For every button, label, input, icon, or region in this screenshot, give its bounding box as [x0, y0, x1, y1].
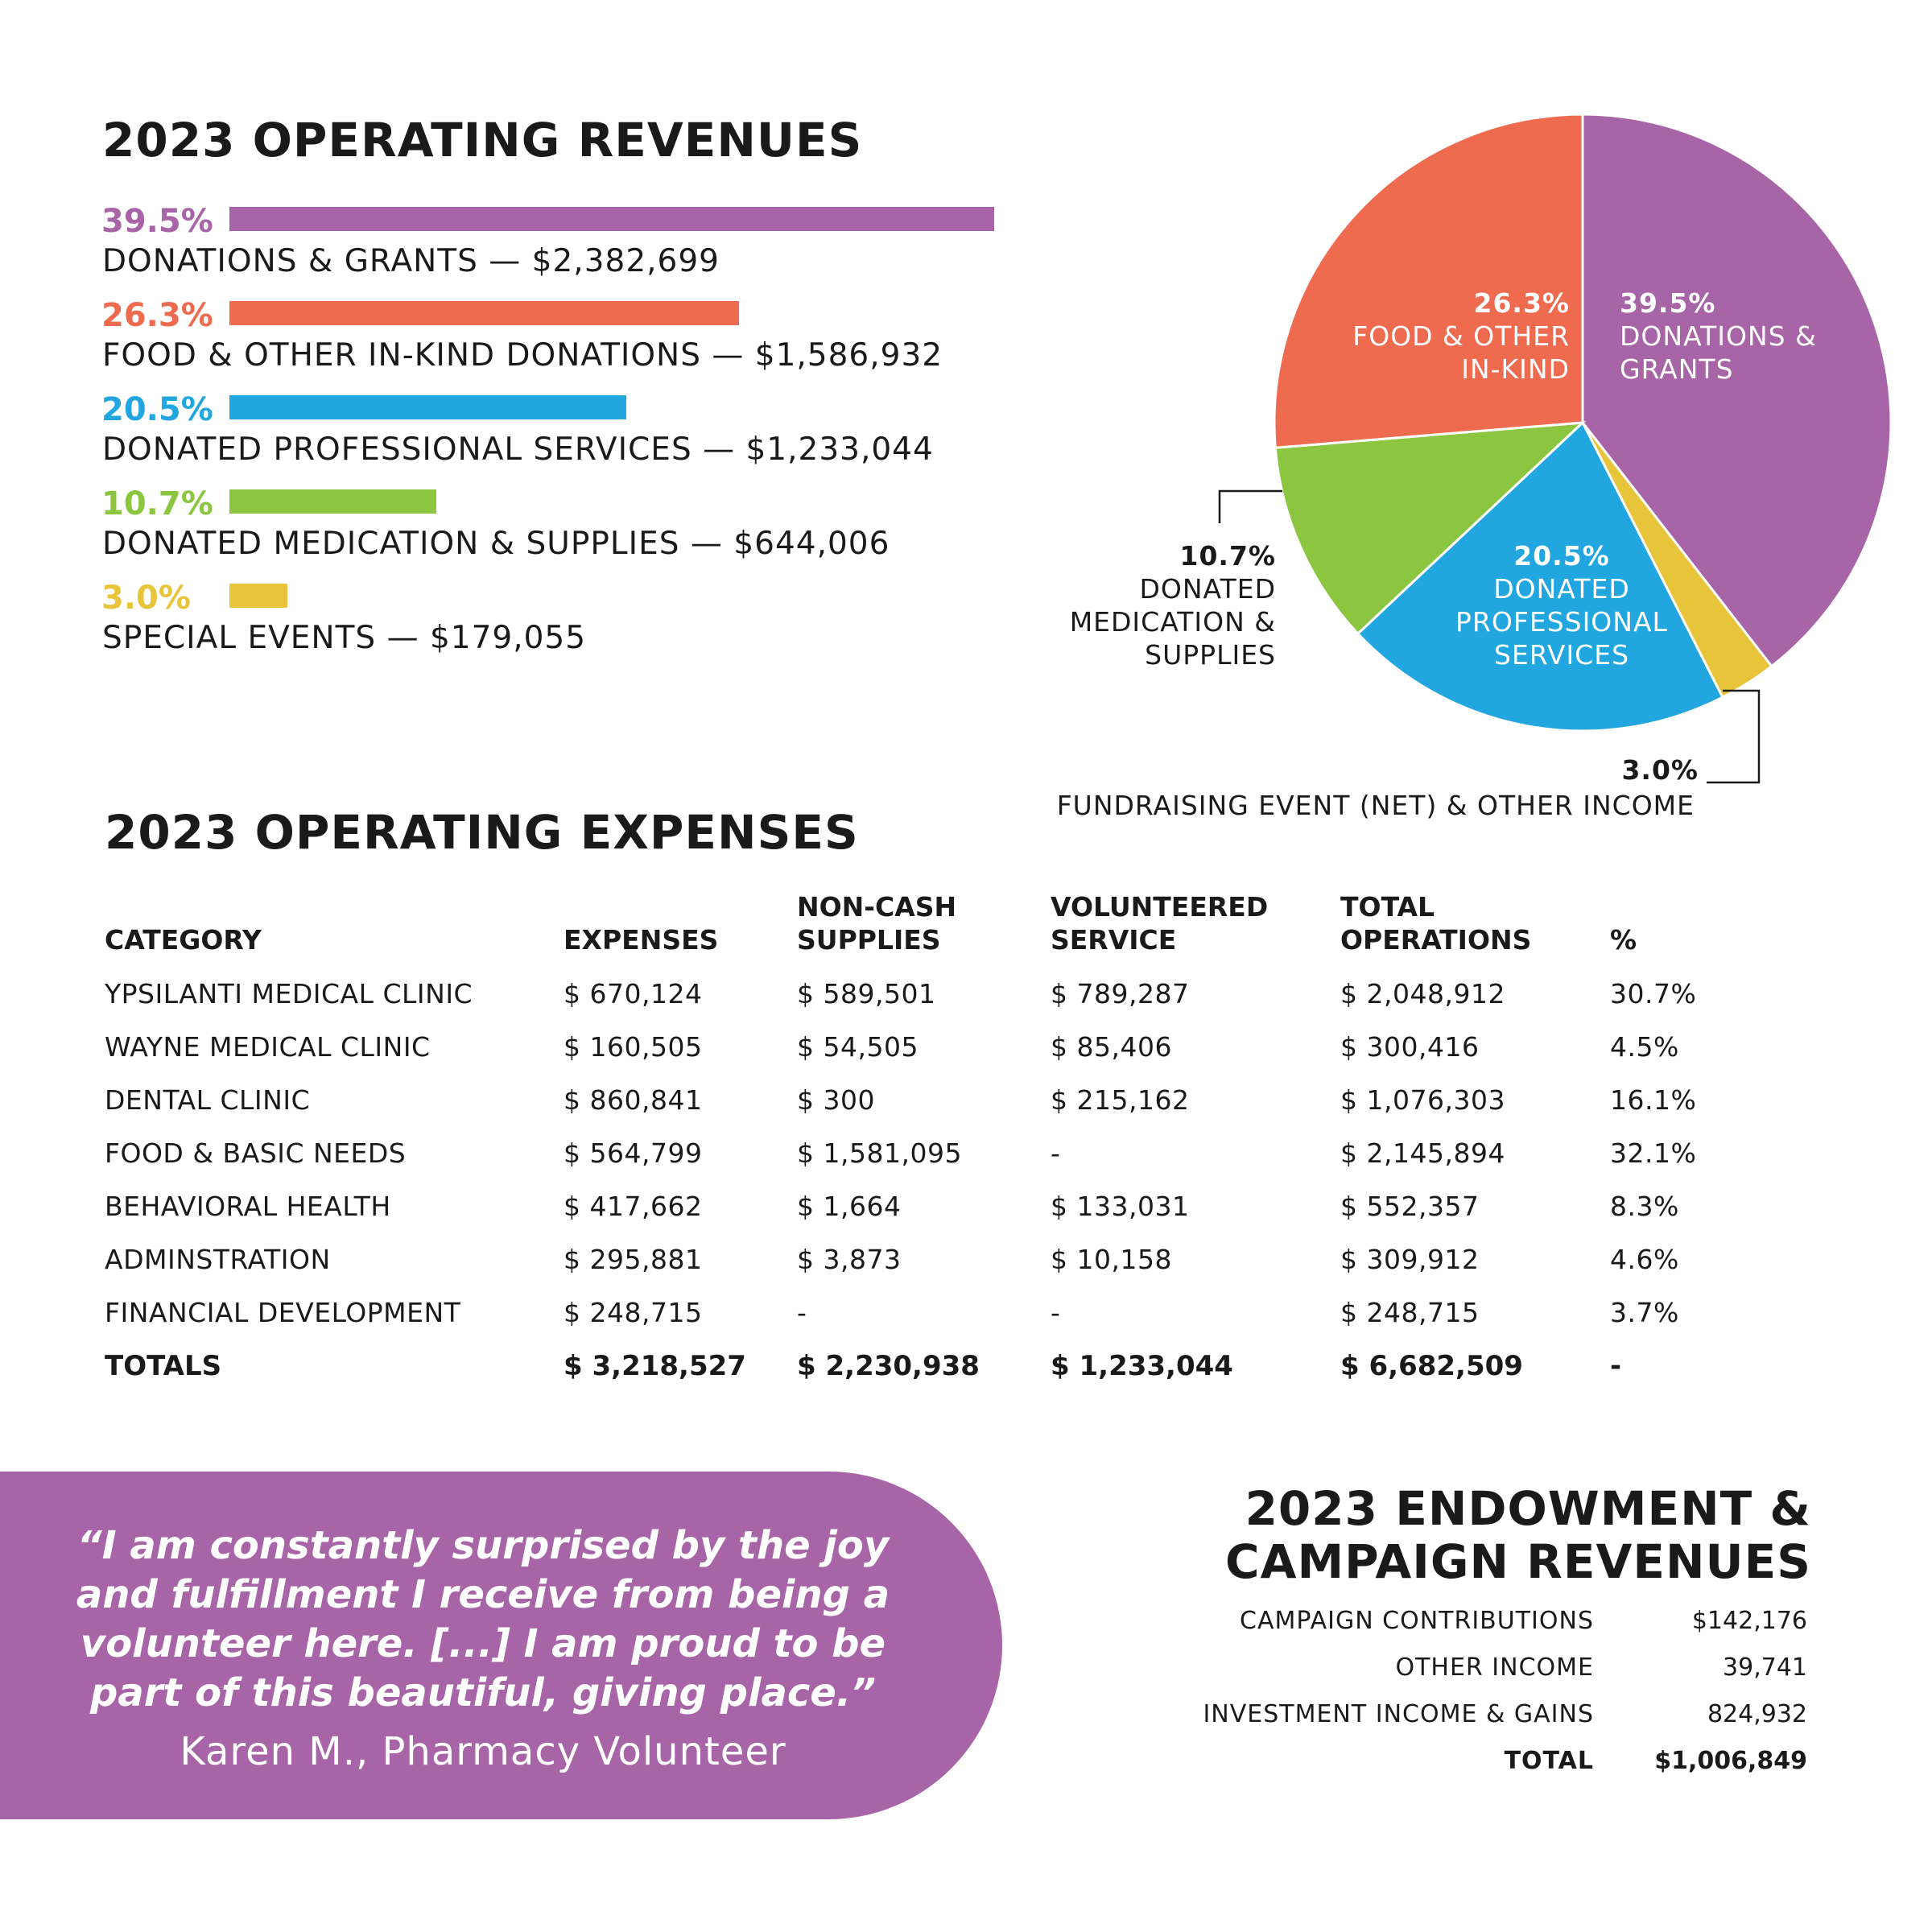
table-cell: $ 133,031 — [1051, 1191, 1190, 1222]
table-header: OPERATIONS — [1340, 924, 1532, 956]
table-cell: $ 860,841 — [564, 1084, 703, 1116]
table-cell: $ 589,501 — [797, 978, 936, 1009]
table-cell: 30.7% — [1610, 978, 1697, 1009]
table-header: CATEGORY — [105, 924, 262, 956]
table-header-line1: VOLUNTEERED — [1051, 891, 1269, 923]
table-header: SERVICE — [1051, 924, 1177, 956]
revenue-pct: 26.3% — [101, 297, 213, 334]
table-cell: ADMINSTRATION — [105, 1244, 331, 1275]
volunteer-quote: “I am constantly surprised by the joy an… — [76, 1523, 890, 1715]
table-cell: $ 85,406 — [1051, 1031, 1172, 1063]
table-cell: $ 10,158 — [1051, 1244, 1172, 1275]
table-cell: FINANCIAL DEVELOPMENT — [105, 1297, 461, 1328]
table-cell: DENTAL CLINIC — [105, 1084, 311, 1116]
table-cell: - — [1051, 1297, 1061, 1328]
revenue-pie-chart — [1218, 113, 1893, 784]
table-cell: $ 160,505 — [564, 1031, 703, 1063]
table-cell: WAYNE MEDICAL CLINIC — [105, 1031, 431, 1063]
table-cell: $ 2,048,912 — [1340, 978, 1505, 1009]
table-cell: $ 2,145,894 — [1340, 1137, 1505, 1169]
revenue-pct: 10.7% — [101, 485, 213, 522]
revenue-bar — [229, 301, 739, 325]
revenue-bar — [229, 395, 627, 419]
revenue-pct: 20.5% — [101, 391, 213, 428]
revenue-label: DONATED PROFESSIONAL SERVICES — $1,233,0… — [102, 431, 934, 468]
table-cell: $ 564,799 — [564, 1137, 703, 1169]
revenue-label: SPECIAL EVENTS — $179,055 — [102, 620, 587, 656]
table-cell: BEHAVIORAL HEALTH — [105, 1191, 391, 1222]
table-header: % — [1610, 924, 1637, 956]
pie-slice — [1581, 113, 1893, 668]
table-cell: $ 215,162 — [1051, 1084, 1190, 1116]
table-cell: FOOD & BASIC NEEDS — [105, 1137, 407, 1169]
table-header: SUPPLIES — [797, 924, 941, 956]
table-total-cell: $ 3,218,527 — [564, 1350, 746, 1382]
pie-label-food: 26.3% FOOD & OTHER IN-KIND — [1352, 287, 1570, 385]
table-header: EXPENSES — [564, 924, 719, 956]
table-cell: $ 789,287 — [1051, 978, 1190, 1009]
table-cell: $ 3,873 — [797, 1244, 902, 1275]
endowment-label: OTHER INCOME — [1395, 1653, 1594, 1682]
pie-slice — [1273, 113, 1584, 449]
table-cell: $ 552,357 — [1340, 1191, 1480, 1222]
table-cell: $ 248,715 — [1340, 1297, 1480, 1328]
table-cell: $ 300 — [797, 1084, 875, 1116]
table-cell: $ 1,076,303 — [1340, 1084, 1505, 1116]
table-cell: $ 417,662 — [564, 1191, 703, 1222]
endowment-value: $1,006,849 — [1654, 1747, 1807, 1775]
revenue-bar — [229, 489, 437, 514]
table-cell: 8.3% — [1610, 1191, 1679, 1222]
endowment-title-line2: CAMPAIGN REVENUES — [1225, 1534, 1811, 1589]
pie-label-fundraising-pct: 3.0% — [1621, 754, 1699, 786]
table-cell: 3.7% — [1610, 1297, 1679, 1328]
table-cell: $ 309,912 — [1340, 1244, 1480, 1275]
table-cell: 4.6% — [1610, 1244, 1679, 1275]
table-cell: 32.1% — [1610, 1137, 1697, 1169]
pie-label-fundraising: FUNDRAISING EVENT (NET) & OTHER INCOME — [1056, 790, 1695, 821]
revenue-label: DONATIONS & GRANTS — $2,382,699 — [102, 243, 720, 279]
endowment-value: 39,741 — [1723, 1653, 1807, 1682]
table-cell: 16.1% — [1610, 1084, 1697, 1116]
table-cell: $ 300,416 — [1340, 1031, 1480, 1063]
table-cell: $ 1,581,095 — [797, 1137, 962, 1169]
quote-attribution: Karen M., Pharmacy Volunteer — [180, 1729, 786, 1774]
table-cell: $ 248,715 — [564, 1297, 703, 1328]
revenue-pct: 39.5% — [101, 203, 213, 240]
revenue-bar — [229, 584, 288, 608]
endowment-label: INVESTMENT INCOME & GAINS — [1203, 1700, 1594, 1728]
table-header-line1: TOTAL — [1340, 891, 1435, 923]
table-cell: - — [1051, 1137, 1061, 1169]
table-cell: 4.5% — [1610, 1031, 1679, 1063]
revenue-pct: 3.0% — [101, 580, 191, 617]
revenue-label: DONATED MEDICATION & SUPPLIES — $644,006 — [102, 526, 890, 562]
table-total-cell: $ 2,230,938 — [797, 1350, 980, 1382]
table-cell: $ 670,124 — [564, 978, 703, 1009]
table-cell: YPSILANTI MEDICAL CLINIC — [105, 978, 473, 1009]
pie-label-professional: 20.5% DONATED PROFESSIONAL SERVICES — [1455, 540, 1668, 671]
pie-label-medication: 10.7% DONATED MEDICATION & SUPPLIES — [1069, 540, 1276, 671]
endowment-value: 824,932 — [1707, 1700, 1807, 1728]
table-total-cell: $ 6,682,509 — [1340, 1350, 1523, 1382]
endowment-value: $142,176 — [1691, 1607, 1807, 1635]
table-header-line1: NON-CASH — [797, 891, 957, 923]
table-cell: $ 295,881 — [564, 1244, 703, 1275]
endowment-label: CAMPAIGN CONTRIBUTIONS — [1240, 1607, 1594, 1635]
revenue-label: FOOD & OTHER IN-KIND DONATIONS — $1,586,… — [102, 337, 943, 374]
endowment-title-line1: 2023 ENDOWMENT & — [1245, 1481, 1811, 1536]
table-cell: $ 1,664 — [797, 1191, 902, 1222]
table-cell: - — [797, 1297, 807, 1328]
expenses-title: 2023 OPERATING EXPENSES — [105, 805, 859, 860]
pie-slice — [1274, 421, 1587, 636]
revenue-bar — [229, 207, 994, 231]
table-cell: $ 54,505 — [797, 1031, 919, 1063]
pie-slice — [1356, 420, 1724, 733]
quote-panel — [0, 1472, 1002, 1819]
pie-label-donations: 39.5% DONATIONS & GRANTS — [1620, 287, 1817, 385]
table-total-cell: $ 1,233,044 — [1051, 1350, 1233, 1382]
revenues-title: 2023 OPERATING REVENUES — [102, 113, 863, 167]
table-total-cell: - — [1610, 1350, 1622, 1382]
endowment-label: TOTAL — [1504, 1747, 1594, 1775]
table-total-cell: TOTALS — [105, 1350, 222, 1382]
